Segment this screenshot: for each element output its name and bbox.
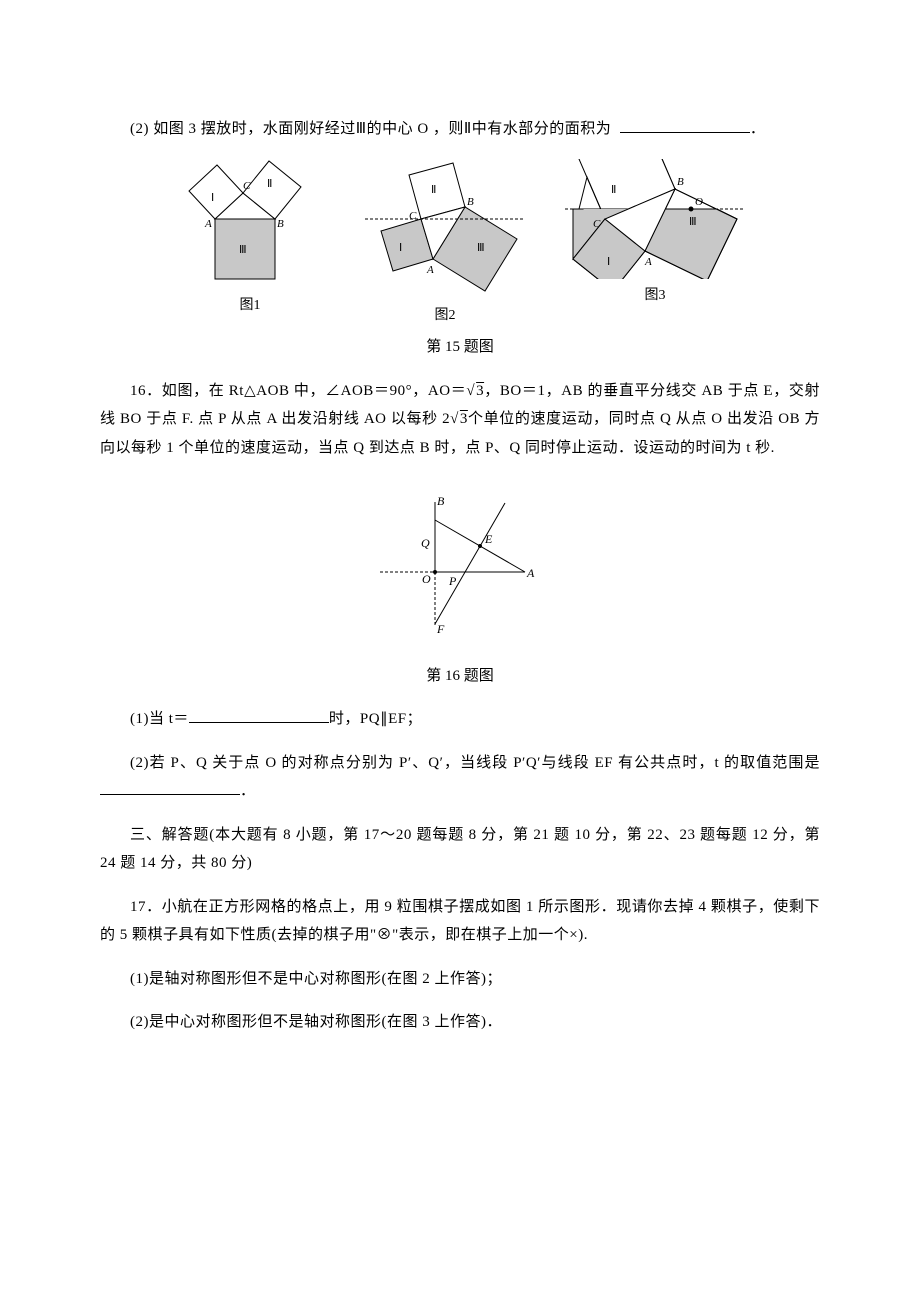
q16-p1-blank[interactable] bbox=[189, 707, 329, 723]
svg-text:C: C bbox=[409, 210, 417, 222]
fig16-A: A bbox=[526, 566, 535, 580]
fig15-3: A B C O Ⅰ Ⅱ Ⅲ 图3 bbox=[565, 159, 745, 330]
svg-text:Ⅲ: Ⅲ bbox=[239, 244, 247, 256]
q15-part2-pre: (2) 如图 3 摆放时，水面刚好经过Ⅲ的中心 O ，则Ⅱ中有水部分的面积为 bbox=[130, 121, 620, 137]
svg-text:Ⅰ: Ⅰ bbox=[399, 242, 402, 254]
fig15-1-svg: A B C Ⅰ Ⅱ Ⅲ bbox=[175, 159, 325, 289]
fig15-3-label: 图3 bbox=[645, 283, 666, 310]
fig15-1: A B C Ⅰ Ⅱ Ⅲ 图1 bbox=[175, 159, 325, 330]
fig15-3-svg: A B C O Ⅰ Ⅱ Ⅲ bbox=[565, 159, 745, 279]
section3-heading: 三、解答题(本大题有 8 小题，第 17～20 题每题 8 分，第 21 题 1… bbox=[100, 821, 820, 878]
svg-text:B: B bbox=[677, 176, 684, 188]
fig16-F: F bbox=[436, 622, 445, 636]
svg-text:Ⅱ: Ⅱ bbox=[267, 178, 272, 190]
fig16-E: E bbox=[484, 532, 493, 546]
q16-p2-blank[interactable] bbox=[100, 779, 240, 795]
q16-l1a: 16．如图，在 Rt△AOB 中，∠AOB＝90°，AO＝ bbox=[130, 383, 466, 399]
svg-text:Ⅱ: Ⅱ bbox=[431, 184, 436, 196]
q17-p2: (2)是中心对称图形但不是轴对称图形(在图 3 上作答)． bbox=[100, 1008, 820, 1037]
svg-text:Ⅱ: Ⅱ bbox=[611, 184, 616, 196]
svg-text:B: B bbox=[277, 218, 284, 230]
svg-text:B: B bbox=[467, 196, 474, 208]
q16-p2a: (2)若 P、Q 关于点 O 的对称点分别为 P′、Q′，当线段 P′Q′与线段… bbox=[130, 755, 820, 771]
fig16-B: B bbox=[437, 494, 445, 508]
q16-p2b: ． bbox=[240, 783, 256, 799]
svg-text:Ⅰ: Ⅰ bbox=[211, 192, 214, 204]
q17-body: 17．小航在正方形网格的格点上，用 9 粒围棋子摆成如图 1 所示图形．现请你去… bbox=[100, 893, 820, 950]
q16-body: 16．如图，在 Rt△AOB 中，∠AOB＝90°，AO＝√3，BO＝1，AB … bbox=[100, 377, 820, 463]
fig16-caption: 第 16 题图 bbox=[100, 662, 820, 691]
fig16-svg: A B O E F P Q bbox=[375, 477, 545, 647]
q17-p1: (1)是轴对称图形但不是中心对称图形(在图 2 上作答)； bbox=[100, 965, 820, 994]
fig16-P: P bbox=[448, 574, 457, 588]
fig15-2-svg: A B C Ⅰ Ⅱ Ⅲ bbox=[365, 159, 525, 299]
q15-part2-post: ． bbox=[750, 121, 766, 137]
svg-text:C: C bbox=[243, 180, 251, 192]
svg-text:Ⅰ: Ⅰ bbox=[607, 256, 610, 268]
fig15-caption: 第 15 题图 bbox=[100, 333, 820, 362]
fig15-2-label: 图2 bbox=[435, 303, 456, 330]
svg-text:Ⅲ: Ⅲ bbox=[689, 216, 697, 228]
q16-p1b: 时，PQ∥EF； bbox=[329, 711, 422, 727]
fig16-wrap: A B O E F P Q 第 16 题图 bbox=[100, 477, 820, 690]
q15-part2-blank[interactable] bbox=[620, 117, 750, 133]
fig15-2: A B C Ⅰ Ⅱ Ⅲ 图2 bbox=[365, 159, 525, 330]
fig16-Q: Q bbox=[421, 536, 430, 550]
svg-text:Ⅲ: Ⅲ bbox=[477, 242, 485, 254]
q16-rad2: 3 bbox=[459, 411, 468, 427]
fig15-row: A B C Ⅰ Ⅱ Ⅲ 图1 bbox=[100, 159, 820, 330]
fig15-1-label: 图1 bbox=[240, 293, 261, 320]
fig16-O: O bbox=[422, 572, 431, 586]
q16-rad1: 3 bbox=[475, 383, 484, 399]
svg-text:O: O bbox=[695, 196, 703, 208]
svg-text:A: A bbox=[204, 218, 212, 230]
svg-text:A: A bbox=[426, 264, 434, 276]
svg-text:A: A bbox=[644, 256, 652, 268]
svg-text:C: C bbox=[593, 218, 601, 230]
q16-p1a: (1)当 t＝ bbox=[130, 711, 189, 727]
